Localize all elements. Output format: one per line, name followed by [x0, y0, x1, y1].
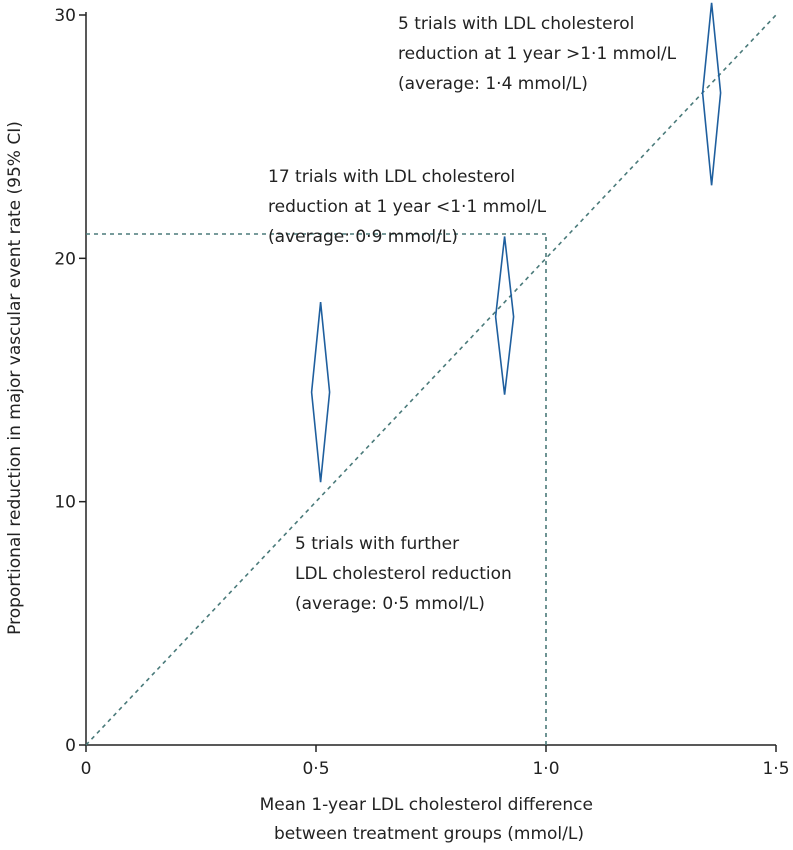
annotation-mid-line-3: (average: 0·9 mmol/L): [268, 227, 458, 247]
y-axis-label: Proportional reduction in major vascular…: [5, 121, 25, 635]
ci-diamond-point: [494, 236, 515, 395]
annotation-mid: 17 trials with LDL cholesterol reduction…: [268, 167, 552, 247]
x-tick-label: 0·5: [302, 759, 329, 779]
ci-diamond-point: [701, 2, 722, 186]
annotation-mid-line-2: reduction at 1 year <1·1 mmol/L: [268, 197, 547, 217]
annotation-high-line-3: (average: 1·4 mmol/L): [398, 74, 588, 94]
reference-line: [85, 14, 777, 746]
annotation-low-line-2: LDL cholesterol reduction: [295, 564, 512, 584]
annotation-low-line-1: 5 trials with further: [295, 534, 459, 554]
x-tick-label: 1·5: [762, 759, 789, 779]
data-marks-group: [310, 2, 722, 483]
x-axis-label-line-2: between treatment groups (mmol/L): [274, 824, 584, 844]
y-tick-label: 20: [54, 249, 76, 269]
annotation-low: 5 trials with further LDL cholesterol re…: [295, 534, 517, 614]
annotation-low-line-3: (average: 0·5 mmol/L): [295, 594, 485, 614]
y-tick-label: 10: [54, 493, 76, 513]
ticks-group: 0 0·5 1·0 1·5 0 10 20 30: [54, 6, 789, 779]
annotation-high-line-2: reduction at 1 year >1·1 mmol/L: [398, 44, 677, 64]
guide-lines-group: [85, 14, 777, 746]
y-tick-label: 30: [54, 6, 76, 26]
x-axis-label: Mean 1-year LDL cholesterol difference b…: [260, 795, 599, 844]
annotation-mid-line-1: 17 trials with LDL cholesterol: [268, 167, 515, 187]
annotation-high: 5 trials with LDL cholesterol reduction …: [398, 14, 682, 94]
ci-diamond-point: [310, 302, 331, 483]
y-tick-label: 0: [65, 736, 76, 756]
x-axis-label-line-1: Mean 1-year LDL cholesterol difference: [260, 795, 593, 815]
x-tick-label: 0: [81, 759, 92, 779]
annotation-high-line-1: 5 trials with LDL cholesterol: [398, 14, 634, 34]
x-tick-label: 1·0: [532, 759, 559, 779]
